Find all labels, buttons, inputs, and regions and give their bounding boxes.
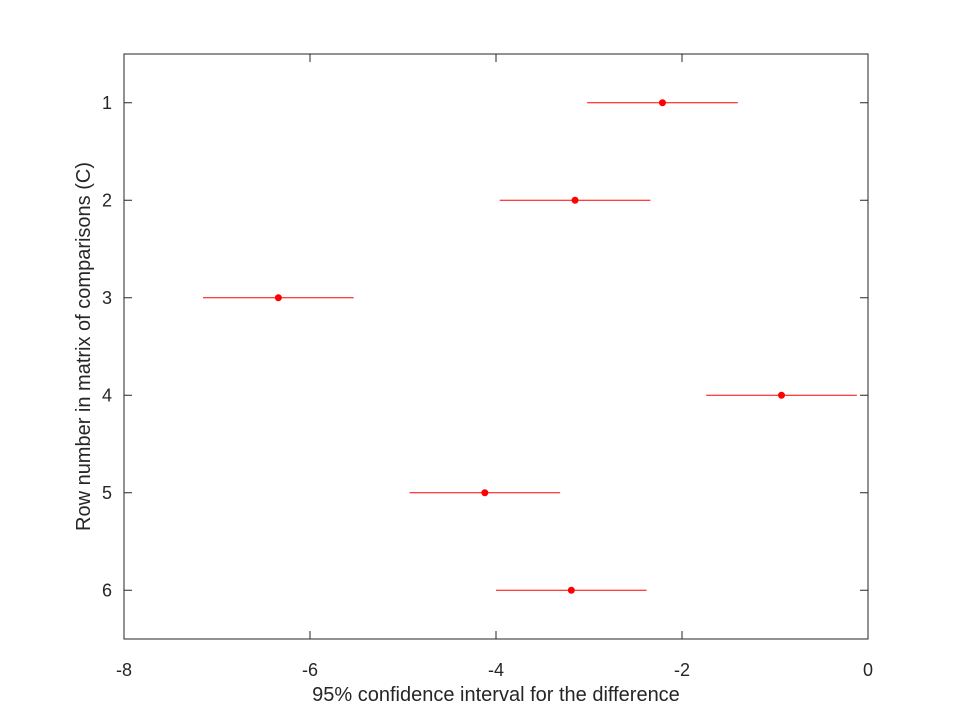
y-tick-label: 6 bbox=[102, 580, 112, 600]
y-axis-ticks: 1 2 3 4 5 6 bbox=[102, 93, 868, 600]
estimate-point bbox=[481, 489, 489, 497]
y-tick-label: 5 bbox=[102, 483, 112, 503]
plot-area bbox=[123, 53, 869, 640]
x-tick-label: -8 bbox=[116, 660, 132, 680]
estimate-point bbox=[274, 294, 282, 302]
y-tick-label: 3 bbox=[102, 288, 112, 308]
estimate-point bbox=[571, 196, 579, 204]
y-axis-label: Row number in matrix of comparisons (C) bbox=[73, 162, 95, 531]
x-tick-label: -4 bbox=[488, 660, 504, 680]
interval-series bbox=[203, 99, 857, 594]
x-axis-label: 95% confidence interval for the differen… bbox=[312, 684, 680, 706]
y-tick-label: 2 bbox=[102, 190, 112, 210]
estimate-point bbox=[658, 99, 666, 107]
y-tick-label: 4 bbox=[102, 385, 112, 405]
x-tick-label: -2 bbox=[674, 660, 690, 680]
x-tick-label: -6 bbox=[302, 660, 318, 680]
estimate-point bbox=[778, 391, 786, 399]
x-tick-label: 0 bbox=[863, 660, 873, 680]
estimate-point bbox=[567, 586, 575, 594]
y-tick-label: 1 bbox=[102, 93, 112, 113]
x-axis-ticks: -8 -6 -4 -2 0 bbox=[116, 54, 873, 680]
